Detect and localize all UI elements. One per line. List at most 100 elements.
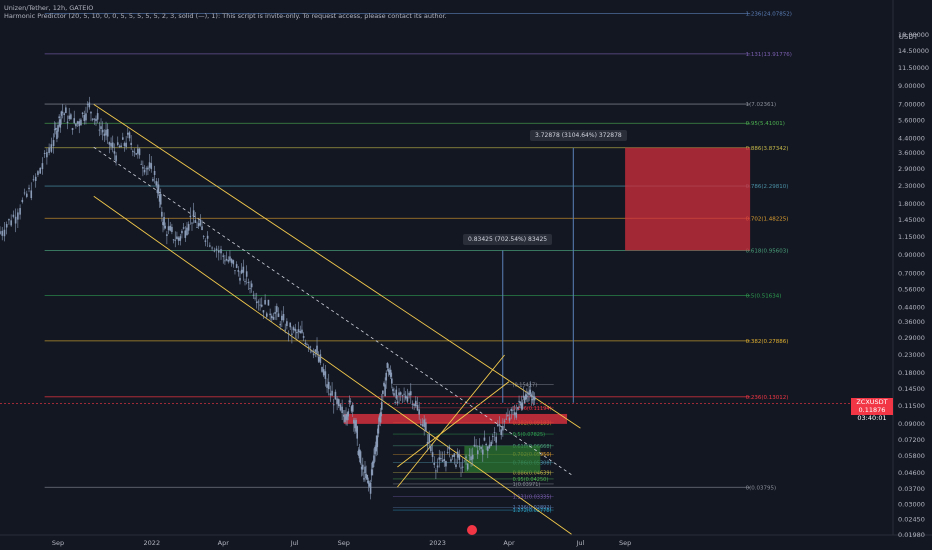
- candle-body: [88, 102, 91, 108]
- candle-body: [118, 145, 121, 147]
- candle-body: [182, 227, 185, 229]
- candle-body: [240, 269, 243, 274]
- candle-body: [73, 118, 76, 124]
- candle-body: [430, 446, 432, 452]
- candle-body: [239, 277, 241, 281]
- candle-body: [53, 129, 56, 131]
- candle-body: [194, 220, 197, 223]
- candle-body: [413, 404, 415, 406]
- candle-body: [81, 112, 84, 115]
- candle-body: [127, 132, 129, 135]
- candle-body: [120, 145, 122, 148]
- y-tick-label: 0.36000: [898, 318, 925, 326]
- small-fib-label: 0.886(0.04639): [513, 470, 552, 476]
- candle-body: [498, 424, 501, 426]
- candle-body: [301, 329, 303, 333]
- fib-level-label: 0.886(3.87342): [746, 146, 789, 152]
- candle-body: [0, 231, 1, 234]
- candle-body: [345, 414, 347, 420]
- candle-body: [204, 240, 207, 242]
- fib-level-label: 1.131(13.91776): [746, 52, 792, 58]
- candle-body: [384, 384, 386, 397]
- candle-body: [98, 129, 101, 131]
- y-tick-label: 0.56000: [898, 286, 925, 294]
- candle-body: [361, 464, 364, 470]
- candle-body: [32, 179, 35, 181]
- candle-body: [17, 212, 19, 220]
- candle-body: [365, 473, 367, 478]
- candle-body: [526, 395, 528, 398]
- candle-body: [360, 466, 363, 470]
- candle-body: [388, 370, 391, 375]
- candle-body: [296, 332, 298, 334]
- candle-body: [95, 118, 97, 122]
- candle-body: [369, 482, 372, 494]
- candle-body: [507, 415, 509, 416]
- channel-line: [93, 103, 581, 429]
- candle-body: [521, 402, 524, 410]
- candle-body: [337, 399, 340, 407]
- price-tag-symbol: ZCXUSDT: [856, 398, 888, 406]
- candle-body: [433, 462, 436, 465]
- candle-body: [150, 163, 153, 170]
- small-fib-label: 0.95(0.04250): [513, 477, 549, 483]
- candle-body: [349, 401, 352, 403]
- candle-body: [398, 392, 400, 396]
- tradingview-logo-icon[interactable]: [467, 525, 477, 535]
- candle-body: [158, 194, 161, 202]
- candle-body: [481, 449, 484, 455]
- candle-body: [52, 140, 55, 147]
- fib-level-label: 0.618(0.95603): [746, 248, 789, 254]
- candle-body: [155, 181, 158, 186]
- candle-body: [106, 129, 109, 137]
- candle-body: [309, 346, 312, 348]
- candle-body: [250, 283, 253, 288]
- candle-body: [43, 153, 46, 154]
- candle-body: [332, 404, 335, 406]
- candle-body: [358, 449, 361, 459]
- candle-body: [48, 147, 50, 153]
- candle-body: [28, 187, 30, 190]
- fib-level-label: 0.382(0.27886): [746, 339, 789, 345]
- candle-body: [78, 121, 81, 127]
- candle-body: [19, 208, 21, 215]
- x-tick-label: Apr: [218, 539, 230, 547]
- candle-body: [357, 450, 360, 455]
- candle-body: [386, 362, 389, 368]
- candle-body: [133, 151, 136, 153]
- candle-body: [8, 219, 10, 221]
- candle-body: [125, 142, 127, 147]
- candle-body: [401, 395, 404, 397]
- candle-body: [520, 403, 523, 409]
- candle-body: [359, 451, 362, 464]
- candle-body: [456, 451, 459, 458]
- fib-level-label: 1.236(24.07852): [746, 12, 792, 18]
- candle-body: [317, 356, 320, 362]
- channel-line: [93, 195, 572, 535]
- candle-body: [213, 250, 216, 252]
- x-tick-label: Sep: [338, 539, 350, 547]
- candle-body: [377, 424, 380, 434]
- candle-body: [435, 470, 437, 472]
- candle-body: [292, 327, 295, 331]
- candle-body: [347, 411, 350, 417]
- candle-body: [354, 421, 356, 429]
- candle-body: [336, 398, 338, 405]
- candle-body: [438, 457, 441, 460]
- candle-body: [276, 306, 278, 313]
- candle-body: [50, 144, 53, 152]
- candle-body: [510, 409, 513, 411]
- candle-body: [227, 259, 230, 262]
- candle-body: [406, 396, 409, 402]
- candle-body: [341, 406, 343, 413]
- candle-body: [490, 441, 492, 447]
- candle-body: [101, 129, 104, 133]
- candle-body: [455, 464, 457, 467]
- candle-body: [466, 463, 469, 470]
- candle-body: [171, 226, 173, 232]
- candle-body: [179, 236, 182, 241]
- candle-body: [162, 222, 164, 225]
- candle-body: [259, 304, 261, 306]
- candle-body: [392, 388, 394, 392]
